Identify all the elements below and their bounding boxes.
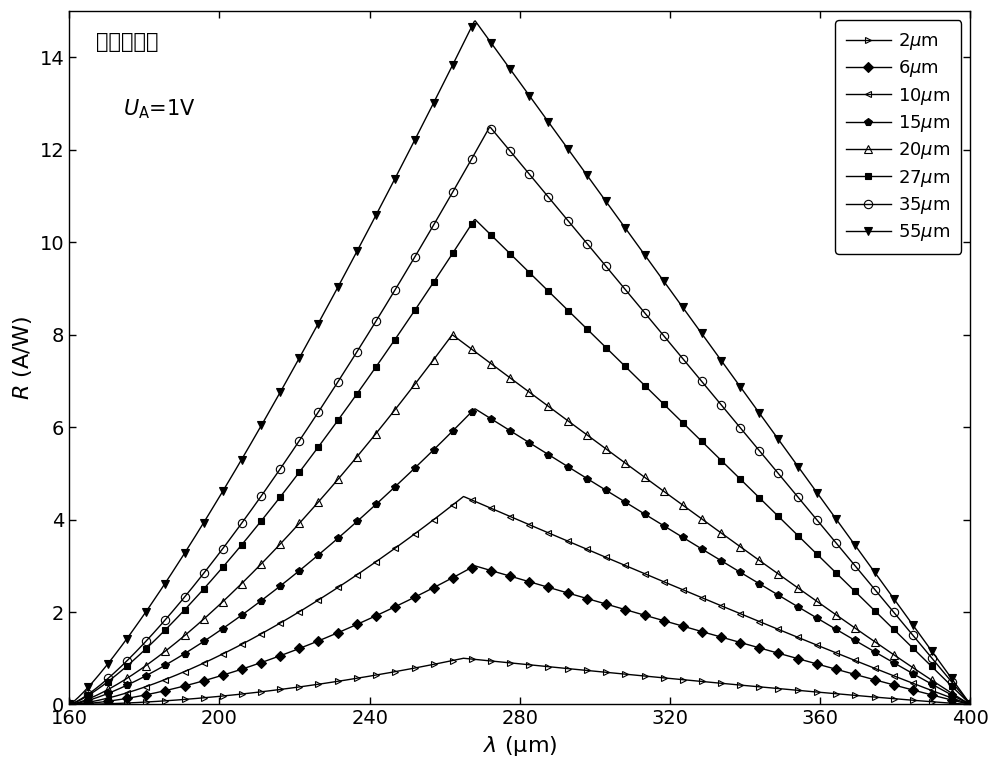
X-axis label: $\lambda$ (μm): $\lambda$ (μm)	[483, 734, 557, 758]
Legend: 2$\mu$m, 6$\mu$m, 10$\mu$m, 15$\mu$m, 20$\mu$m, 27$\mu$m, 35$\mu$m, 55$\mu$m: 2$\mu$m, 6$\mu$m, 10$\mu$m, 15$\mu$m, 20…	[835, 20, 961, 254]
Text: 正电极偏压: 正电极偏压	[96, 32, 159, 52]
Text: $U_\mathrm{A}$=1V: $U_\mathrm{A}$=1V	[123, 98, 196, 122]
Y-axis label: $R$ (A/W): $R$ (A/W)	[11, 315, 34, 400]
